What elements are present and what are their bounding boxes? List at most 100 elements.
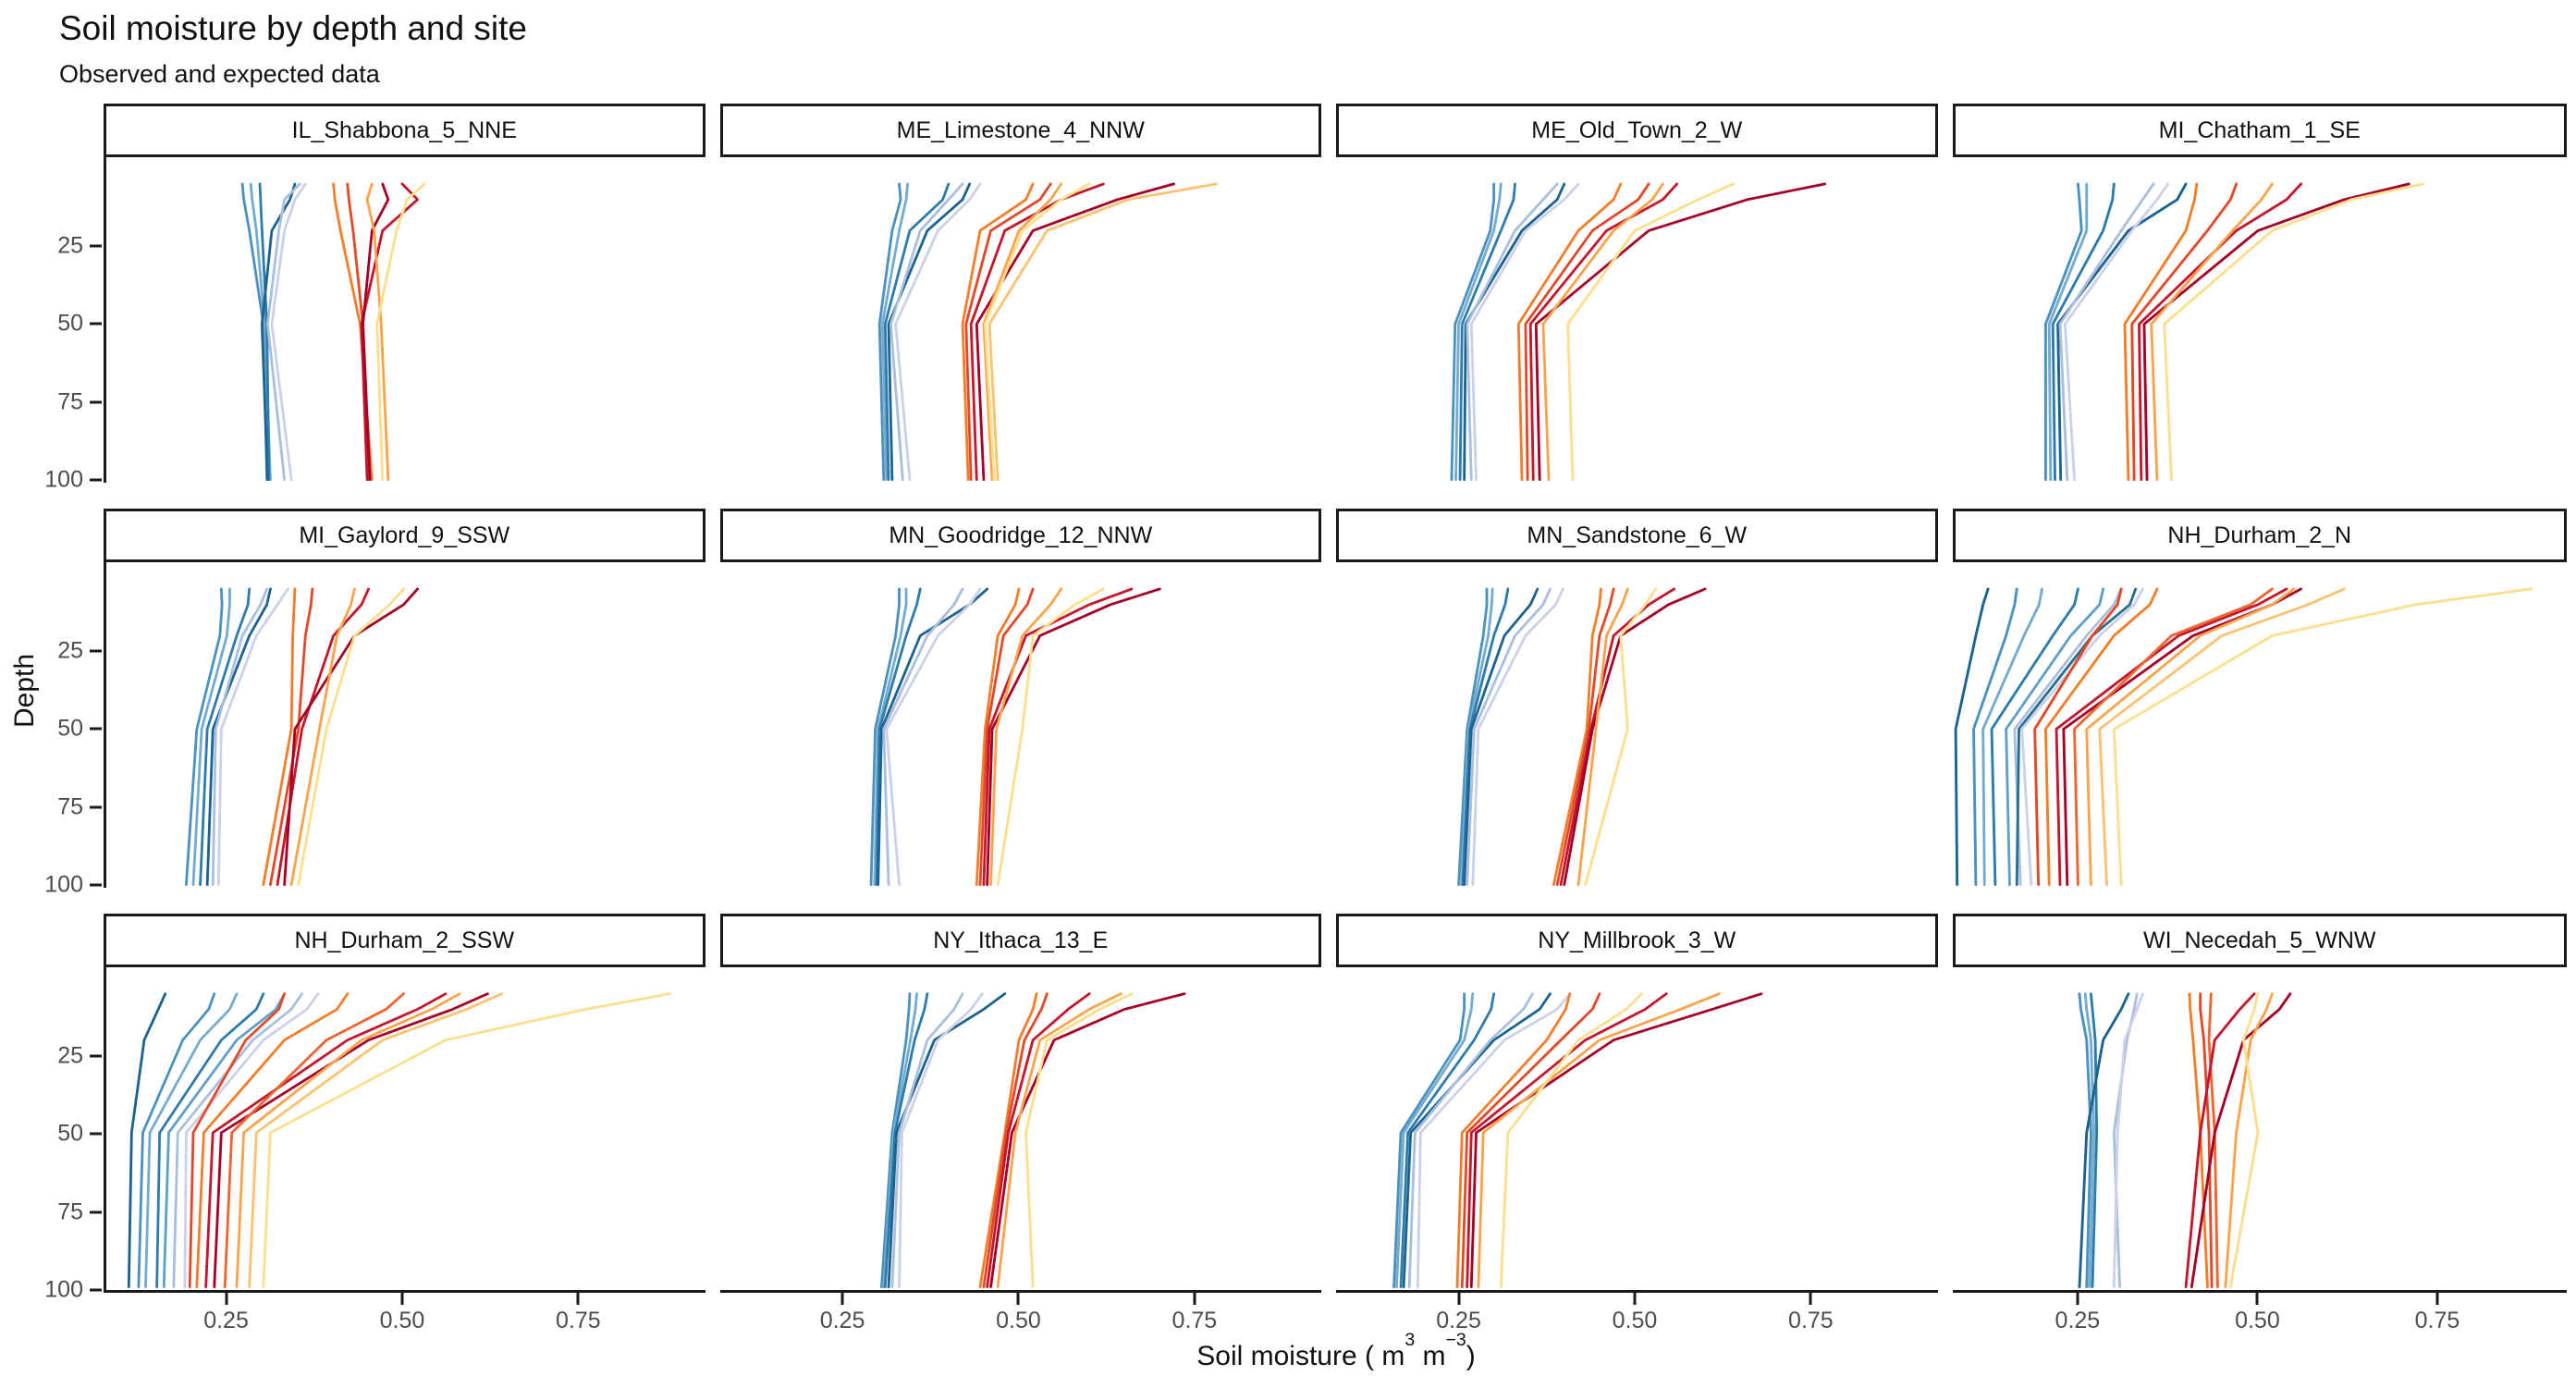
x-axis-cell: 0.25 0.50 0.75 [1953, 1293, 2570, 1333]
series-line [2063, 182, 2169, 482]
facet-cell: MN_Goodridge_12_NNW [719, 509, 1337, 888]
y-tick-label: 100 [44, 871, 83, 898]
y-axis-gutter: 25 50 75 100 [0, 104, 104, 492]
series-line [2032, 587, 2123, 887]
series-line [1576, 587, 1629, 887]
series-line [262, 992, 671, 1289]
facet-plot-svg [1954, 587, 2533, 887]
x-tick-mark [2255, 1293, 2259, 1305]
facet-strip: IL_Shabbona_5_NNE [104, 104, 705, 157]
y-tick-mark [90, 1132, 102, 1136]
facet-cell: MN_Sandstone_6_W [1336, 509, 1953, 888]
x-axis-label-sup: −3 [1445, 1330, 1466, 1351]
series-line [1416, 992, 1572, 1289]
series-line [2141, 182, 2410, 482]
series-line [975, 587, 1020, 887]
series-line [2083, 992, 2095, 1289]
series-line [996, 992, 1122, 1289]
series-line [981, 587, 1133, 887]
series-line [144, 992, 239, 1289]
series-line [155, 992, 265, 1289]
series-line [2129, 182, 2238, 482]
series-line [2137, 182, 2302, 482]
series-line [1466, 182, 1559, 482]
facet-panel [1952, 562, 2567, 888]
series-line [2004, 587, 2104, 887]
x-axis-label-text: Soil moisture ( m [1196, 1341, 1405, 1371]
series-line [1455, 992, 1572, 1289]
facet-cell: MI_Chatham_1_SE [1952, 104, 2570, 483]
series-line [2072, 587, 2274, 887]
series-line [162, 992, 287, 1289]
facet-panel [1336, 157, 1938, 483]
facet-panel [1336, 967, 1938, 1293]
series-line [1463, 182, 1566, 482]
series-line [897, 992, 984, 1289]
facet-strip: NY_Millbrook_3_W [1336, 914, 1938, 967]
facet-cell: ME_Old_Town_2_W [1336, 104, 1953, 483]
facet-strip-label: MI_Gaylord_9_SSW [299, 522, 510, 548]
series-line [1499, 992, 1643, 1289]
x-tick-mark [840, 1293, 844, 1305]
x-tick-mark [1457, 1293, 1461, 1305]
series-line [978, 992, 1037, 1289]
series-line [276, 587, 371, 887]
series-line [2012, 587, 2123, 887]
x-tick-mark [1809, 1293, 1812, 1305]
facet-strip-label: ME_Old_Town_2_W [1531, 117, 1743, 143]
series-line [1024, 992, 1133, 1289]
series-line [875, 587, 922, 887]
series-line [883, 992, 928, 1289]
series-line [248, 992, 504, 1289]
series-line [1954, 587, 1990, 887]
series-line [1469, 992, 1763, 1289]
y-tick-mark [90, 1210, 102, 1213]
series-line [1990, 587, 2079, 887]
series-line [199, 587, 251, 887]
series-line [2149, 182, 2274, 482]
series-line [2112, 587, 2533, 887]
x-tick-mark [576, 1293, 580, 1305]
y-tick-label: 25 [57, 637, 83, 664]
y-tick-label: 100 [44, 1276, 83, 1303]
series-line [889, 182, 963, 482]
series-line [184, 587, 224, 887]
series-line [872, 587, 907, 887]
series-line [2077, 992, 2129, 1289]
facet-strip-label: NH_Durham_2_N [2167, 522, 2352, 548]
x-tick-label: 0.75 [1788, 1308, 1834, 1333]
y-axis-ticks: 25 50 75 100 [0, 157, 104, 492]
series-line [985, 992, 1091, 1289]
series-line [2207, 992, 2219, 1289]
facet-row: 25 50 75 100 IL_Shabbona_5_NNE ME_Limestone… [0, 104, 2570, 492]
facet-plot-svg [127, 992, 671, 1289]
y-tick-mark [90, 1054, 102, 1058]
x-tick-label: 0.50 [996, 1308, 1041, 1333]
x-tick-label: 0.50 [1612, 1308, 1658, 1333]
facet-strip: NY_Ithaca_13_E [719, 914, 1321, 967]
facet-plot-svg [869, 587, 1161, 887]
series-line [127, 992, 167, 1289]
x-tick-label: 0.75 [2414, 1308, 2460, 1333]
facet-strip-label: MN_Sandstone_6_W [1527, 522, 1748, 548]
y-tick-mark [90, 1288, 102, 1292]
series-line [880, 182, 909, 482]
series-line [365, 182, 390, 482]
series-line [887, 182, 971, 482]
facet-strip-label: NY_Ithaca_13_E [933, 927, 1109, 953]
series-line [1528, 182, 1679, 482]
series-line [961, 182, 1035, 482]
facet-plot-svg [1450, 182, 1827, 482]
series-line [1407, 992, 1534, 1289]
facet-strip: MN_Sandstone_6_W [1336, 509, 1938, 562]
x-tick-label: 0.25 [2055, 1308, 2101, 1333]
facet-panel [1952, 157, 2567, 483]
facet-strip-label: NH_Durham_2_SSW [294, 927, 515, 953]
series-line [2043, 587, 2158, 887]
series-line [137, 992, 216, 1289]
series-line [195, 992, 350, 1289]
series-line [1466, 992, 1668, 1289]
series-line [883, 182, 950, 482]
series-line [2188, 992, 2209, 1289]
series-line [2123, 182, 2198, 482]
